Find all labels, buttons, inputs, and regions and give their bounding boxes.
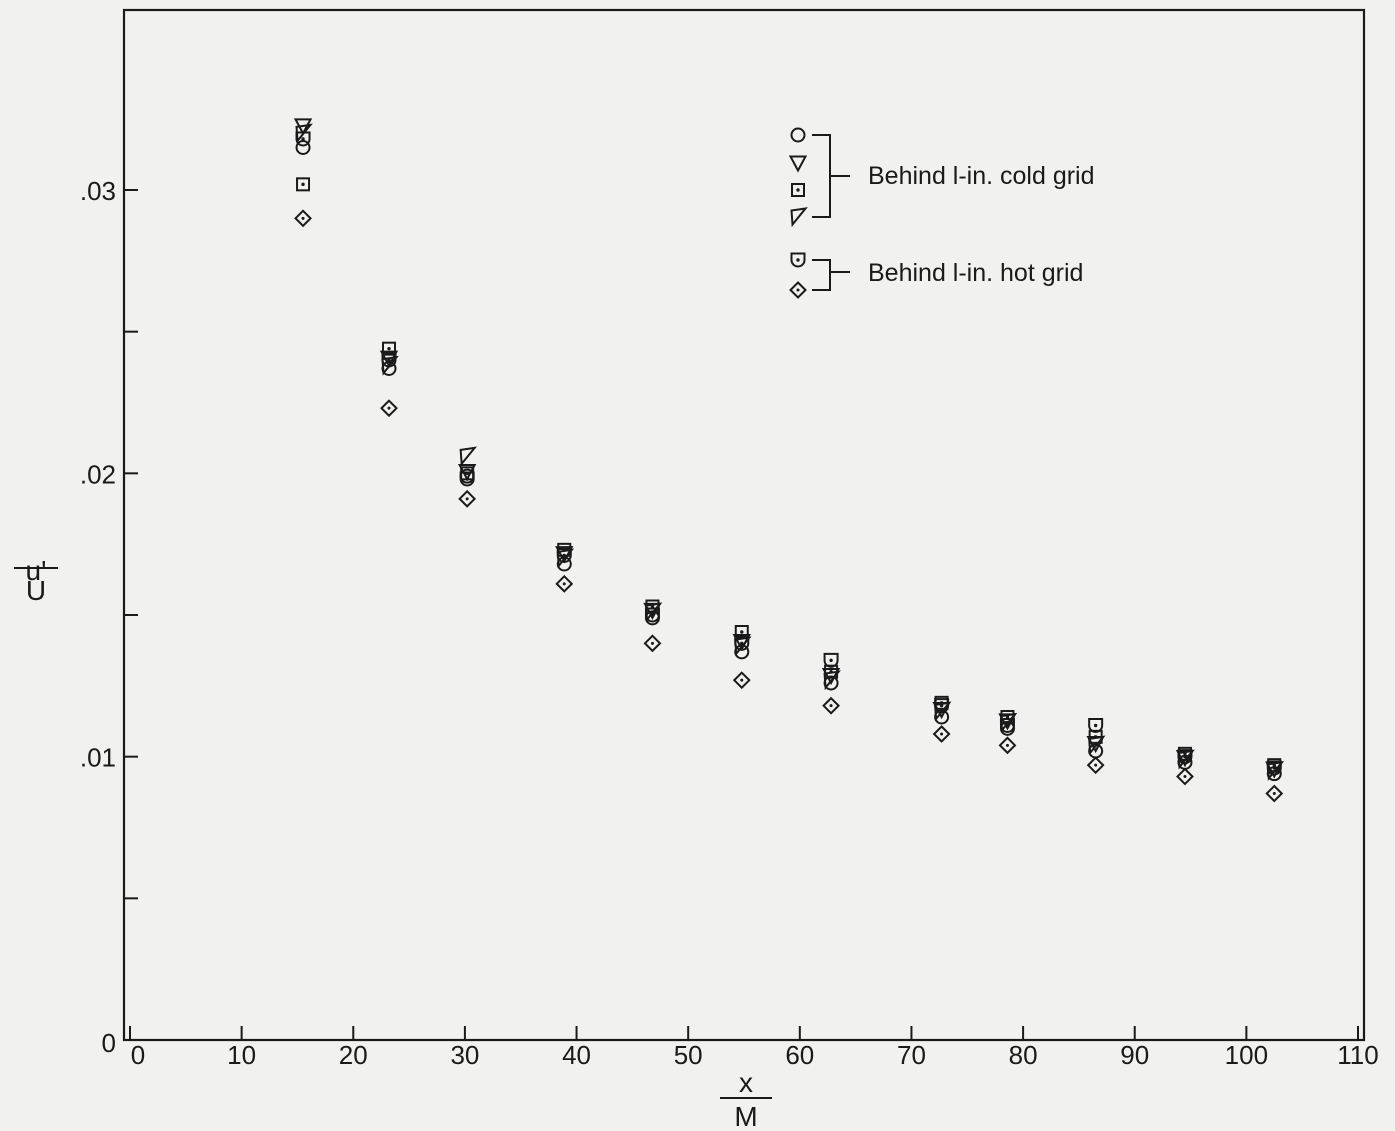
data-point-diamond <box>294 209 312 228</box>
data-point-shield <box>1266 760 1282 776</box>
x-axis-label: x M <box>720 1067 772 1131</box>
data-point-shield <box>295 131 311 147</box>
legend: Behind l-in. cold grid Behind l-in. hot g… <box>788 127 1095 299</box>
x-tick-label: 0 <box>131 1040 145 1070</box>
data-point-diamond <box>380 399 398 418</box>
data-point-diamond <box>789 281 807 299</box>
plot-frame <box>122 8 1366 1042</box>
data-point-shield <box>459 471 475 487</box>
legend-label-hot-grid: Behind l-in. hot grid <box>868 259 1083 287</box>
data-point-shield <box>644 607 660 623</box>
data-point-shield <box>734 635 750 651</box>
data-point-square-dot <box>791 183 805 197</box>
data-point-shield <box>381 352 397 368</box>
data-point-shield <box>823 652 839 668</box>
legend-bracket-cold <box>812 134 831 218</box>
x-tick-label: 80 <box>1009 1040 1038 1070</box>
x-axis-label-denominator: M <box>734 1101 757 1131</box>
data-point-triangle-tilted <box>1088 735 1106 756</box>
data-point-triangle-tilted <box>381 355 399 376</box>
x-tick-label: 60 <box>785 1040 814 1070</box>
y-tick-labels: 0 .01 .02 .03 <box>80 176 116 1058</box>
x-tick-label: 30 <box>450 1040 479 1070</box>
legend-bracket-hot <box>812 259 831 291</box>
data-point-shield <box>790 252 806 268</box>
data-point-circle <box>295 140 311 156</box>
data-point-triangle-down <box>788 155 808 173</box>
data-point-diamond <box>643 634 662 653</box>
y-tick-label: 0 <box>102 1028 116 1058</box>
x-tick-label: 20 <box>339 1040 368 1070</box>
x-tick-label: 50 <box>674 1040 703 1070</box>
x-tick-label: 70 <box>897 1040 926 1070</box>
data-point-diamond <box>1176 767 1194 786</box>
data-point-shield <box>1088 718 1104 733</box>
data-point-square-dot <box>296 177 311 192</box>
data-point-triangle-tilted <box>823 670 841 691</box>
data-point-diamond <box>458 489 477 508</box>
data-point-triangle-tilted <box>934 701 952 722</box>
y-axis-label-numerator: u' <box>26 555 47 586</box>
data-point-shield <box>1177 749 1193 765</box>
y-tick-label: .03 <box>80 176 116 206</box>
data-point-diamond <box>932 725 951 743</box>
data-point-diamond <box>822 696 840 715</box>
x-tick-label: 40 <box>562 1040 591 1070</box>
data-point-triangle-tilted <box>459 446 478 467</box>
legend-label-cold-grid: Behind l-in. cold grid <box>868 162 1095 190</box>
x-tick-label: 100 <box>1225 1040 1268 1070</box>
axis-ticks <box>124 189 1359 1041</box>
x-tick-labels: 0 10 20 30 40 50 60 70 80 90 100 110 <box>131 1040 1379 1070</box>
data-point-shield <box>999 718 1015 733</box>
y-axis-label-denominator: U <box>26 575 46 606</box>
data-point-triangle-tilted <box>790 207 808 228</box>
data-point-shield <box>556 548 572 563</box>
x-tick-label: 110 <box>1337 1040 1378 1070</box>
x-tick-label: 90 <box>1120 1040 1149 1070</box>
y-axis-label: u' U <box>14 555 58 606</box>
data-point-diamond <box>732 671 751 690</box>
data-point-diamond <box>1265 784 1284 803</box>
data-point-diamond <box>998 736 1017 755</box>
x-axis-label-numerator: x <box>739 1067 753 1098</box>
y-tick-label: .01 <box>80 743 116 773</box>
x-tick-label: 10 <box>227 1040 256 1070</box>
data-point-square-dot <box>381 341 396 356</box>
data-points <box>293 118 1285 803</box>
data-point-circle <box>790 127 806 143</box>
y-tick-label: .02 <box>80 459 116 489</box>
data-point-diamond <box>555 574 574 593</box>
data-point-shield <box>934 698 950 714</box>
data-point-diamond <box>1086 756 1105 775</box>
